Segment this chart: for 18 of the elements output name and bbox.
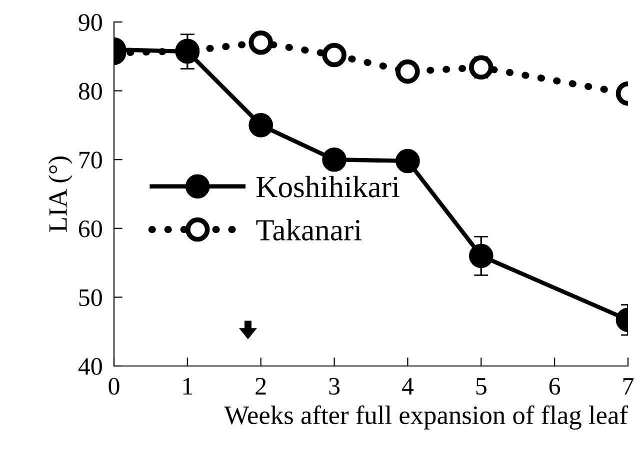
y-axis-title: LIA (°) [48, 156, 72, 232]
y-tick-label: 70 [80, 152, 102, 169]
x-tick-label: 0 [108, 378, 120, 395]
legend-label: Koshihikari [256, 176, 400, 198]
legend-label: Takanari [256, 219, 362, 241]
y-tick-label: 90 [78, 14, 102, 31]
x-tick-label: 4 [402, 378, 414, 394]
x-tick-label: 7 [623, 378, 634, 394]
y-tick-label: 60 [78, 220, 102, 238]
x-tick-label: 1 [183, 378, 192, 394]
x-tick-label: 6 [549, 378, 560, 395]
x-tick-label: 3 [329, 378, 340, 395]
x-tick-label: 2 [256, 378, 266, 394]
x-tick-label: 5 [476, 378, 486, 395]
x-axis-title: Weeks after full expansion of flag leaf [224, 405, 628, 430]
y-tick-label: 40 [78, 358, 102, 375]
y-tick-label: 80 [78, 82, 102, 100]
y-tick-label: 50 [79, 289, 102, 306]
